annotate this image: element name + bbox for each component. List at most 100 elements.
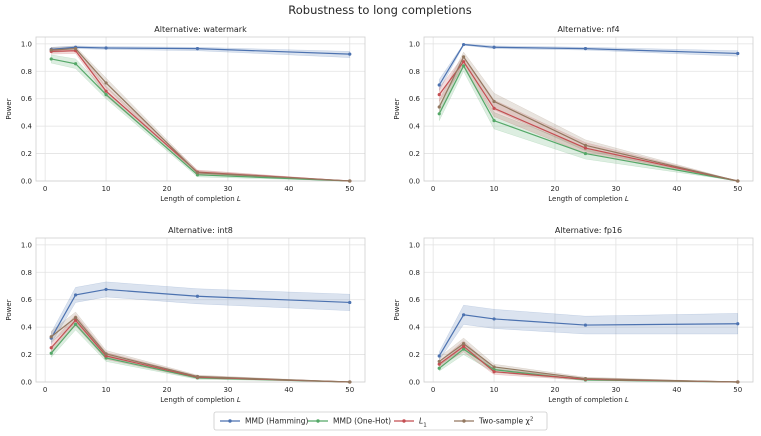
data-point-two-sample-chi2 (104, 352, 108, 356)
plot-area (424, 37, 753, 181)
ci-band-mmd-hamming (438, 43, 739, 91)
y-tick-label: 0.0 (409, 178, 420, 186)
data-point-two-sample-chi2 (49, 48, 53, 52)
data-point-mmd-hamming (195, 294, 200, 298)
data-point-two-sample-chi2 (736, 380, 740, 384)
data-point-mmd-hamming (74, 293, 78, 297)
data-point-l1 (492, 106, 496, 110)
legend: MMD (Hamming) MMD (One-Hot) L1 Two-sample χ… (213, 411, 548, 431)
legend-marker (316, 419, 320, 423)
y-tick-label: 0.2 (21, 351, 32, 359)
legend-item-mmd-one-hot: MMD (One-Hot) (308, 417, 391, 426)
legend-item-two-sample-chi2: Two-sample χ2 (454, 417, 533, 426)
legend-label: MMD (Hamming) (245, 417, 308, 426)
y-tick-label: 0.4 (409, 324, 421, 332)
data-point-mmd-hamming (736, 322, 740, 326)
panel-title: Alternative: watermark (154, 25, 247, 34)
plot-area (36, 238, 365, 382)
x-axis-label: Length of completion L (548, 195, 629, 203)
data-point-mmd-hamming (583, 47, 588, 51)
x-tick-label: 50 (345, 185, 354, 193)
x-tick-label: 20 (551, 185, 560, 193)
ci-band-mmd-hamming (50, 281, 351, 345)
data-point-l1 (437, 93, 441, 97)
x-axis-label: Length of completion L (548, 396, 629, 404)
data-point-mmd-one-hot (462, 347, 466, 351)
plot-frame (423, 36, 754, 182)
data-point-mmd-one-hot (104, 93, 108, 97)
y-tick-label: 0.4 (21, 123, 33, 131)
data-point-l1 (74, 318, 78, 322)
data-point-mmd-hamming (462, 313, 466, 317)
x-tick-label: 30 (611, 386, 620, 394)
data-point-two-sample-chi2 (74, 315, 78, 320)
y-tick-label: 0.0 (409, 379, 420, 387)
y-tick-label: 0.2 (21, 150, 32, 158)
data-point-mmd-one-hot (74, 322, 78, 326)
data-point-two-sample-chi2 (74, 47, 78, 51)
data-point-l1 (462, 60, 466, 64)
y-tick-label: 0.4 (21, 324, 33, 332)
panel-title: Alternative: fp16 (555, 226, 622, 235)
x-tick-label: 20 (551, 386, 560, 394)
x-tick-label: 40 (284, 386, 293, 394)
data-point-l1 (492, 370, 496, 374)
data-point-l1 (583, 146, 588, 150)
legend-label: Two-sample χ2 (478, 417, 533, 426)
data-point-mmd-one-hot (74, 62, 78, 66)
data-point-mmd-hamming (348, 300, 352, 305)
x-axis-label: Length of completion L (160, 396, 241, 404)
x-tick-label: 50 (345, 386, 354, 394)
data-point-two-sample-chi2 (437, 105, 441, 109)
data-point-mmd-one-hot (49, 57, 53, 61)
x-tick-label: 10 (490, 185, 499, 193)
data-point-two-sample-chi2 (437, 359, 441, 364)
y-axis-label: Power (5, 299, 13, 320)
x-tick-label: 0 (43, 185, 47, 193)
x-tick-label: 10 (490, 386, 499, 394)
x-tick-label: 0 (43, 386, 47, 394)
plot-area (36, 37, 365, 181)
data-point-two-sample-chi2 (583, 143, 588, 147)
y-tick-label: 0.2 (409, 351, 420, 359)
data-point-two-sample-chi2 (492, 99, 496, 104)
data-point-two-sample-chi2 (49, 335, 53, 339)
legend-label: MMD (One-Hot) (333, 417, 391, 426)
y-tick-label: 0.6 (21, 95, 33, 103)
data-point-mmd-hamming (104, 287, 108, 292)
x-tick-label: 20 (163, 185, 172, 193)
x-tick-label: 10 (102, 386, 111, 394)
data-point-mmd-one-hot (492, 119, 496, 123)
suptitle: Robustness to long completions (288, 3, 471, 17)
legend-marker (462, 419, 466, 423)
y-tick-label: 0.2 (409, 150, 420, 158)
x-tick-label: 30 (223, 185, 232, 193)
x-tick-label: 20 (163, 386, 172, 394)
y-tick-label: 0.6 (409, 296, 421, 304)
x-tick-label: 40 (672, 386, 681, 394)
x-axis-label: Length of completion L (160, 195, 241, 203)
data-point-two-sample-chi2 (736, 179, 740, 183)
panel-alternative-nf4: 0 10 20 30 40 50 0.0 0.2 0.4 0.6 0.8 1.0 Alternative… (393, 25, 754, 203)
panels: 0 10 20 30 40 50 0.0 0.2 0.4 0.6 0.8 1.0 Alternative… (5, 25, 754, 404)
data-point-mmd-hamming (736, 51, 740, 56)
legend-item-l1: L1 (394, 417, 427, 429)
x-tick-label: 30 (223, 386, 232, 394)
y-tick-label: 0.4 (409, 123, 421, 131)
y-tick-label: 0.8 (409, 269, 420, 277)
plot-frame (423, 237, 754, 383)
data-point-two-sample-chi2 (462, 342, 466, 346)
panel-title: Alternative: nf4 (557, 25, 619, 34)
data-point-mmd-one-hot (583, 151, 588, 156)
data-point-mmd-hamming (104, 46, 108, 50)
x-tick-label: 50 (733, 185, 742, 193)
data-point-two-sample-chi2 (348, 380, 352, 384)
y-axis-label: Power (393, 299, 401, 320)
data-point-mmd-hamming (348, 52, 352, 56)
legend-item-mmd-hamming: MMD (Hamming) (220, 417, 308, 426)
data-point-mmd-hamming (437, 354, 441, 358)
data-point-l1 (104, 89, 108, 93)
x-tick-label: 40 (284, 185, 293, 193)
y-tick-label: 0.0 (21, 178, 32, 186)
